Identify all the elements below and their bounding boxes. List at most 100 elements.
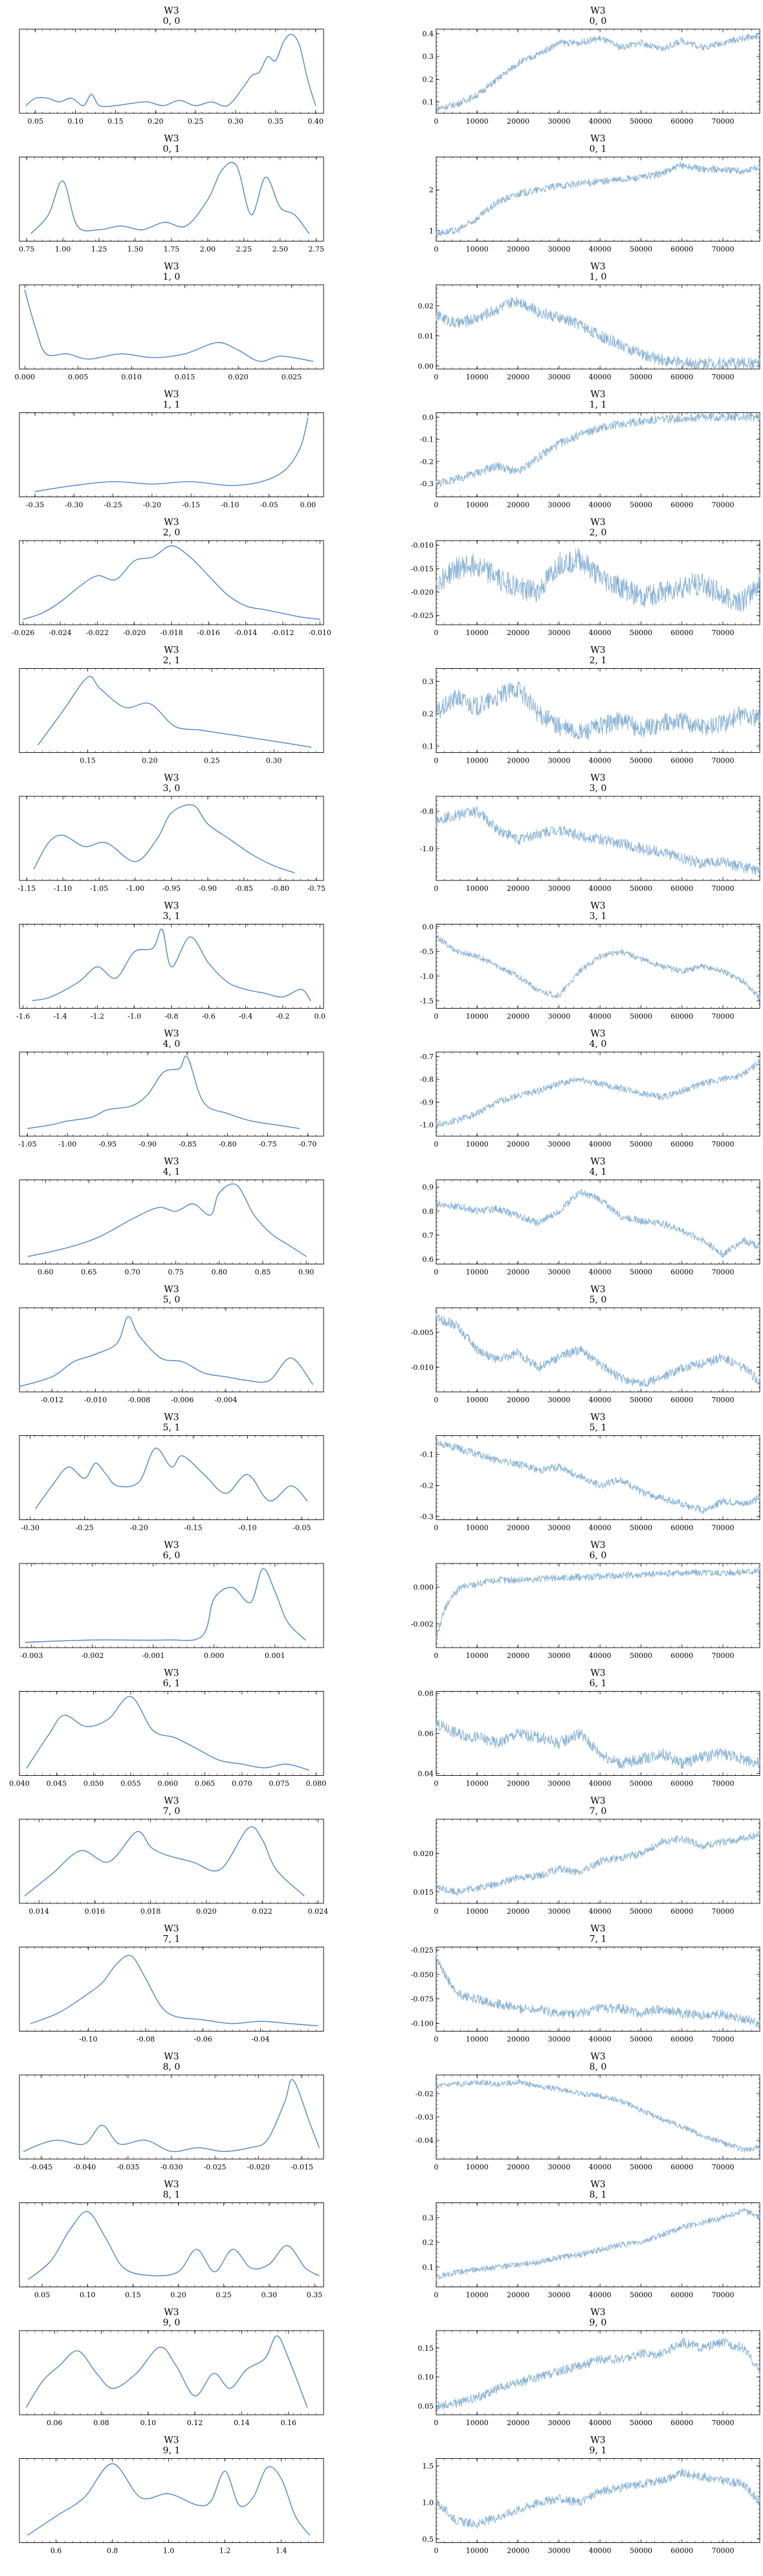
panel-subtitle: 9, 0 [590,2318,607,2328]
x-tick-label: 70000 [712,1396,735,1404]
x-tick-label: 0.016 [85,1907,105,1916]
x-tick-label: 0.15 [107,117,124,126]
x-tick-label: 0.20 [170,2291,186,2300]
x-tick-label: 0.70 [124,1268,140,1277]
x-tick-label: 10000 [466,1524,489,1532]
axes-frame [436,284,760,370]
y-tick-label: -0.02 [415,2090,434,2098]
x-tick-label: -0.012 [271,629,294,637]
x-tick-label: 40000 [589,1140,612,1148]
x-tick-label: 70000 [712,117,735,126]
x-tick-label: 1.0 [163,2547,175,2555]
x-tick-label: 20000 [507,1907,529,1916]
x-tick-label: 60000 [670,1013,693,1021]
x-tick-label: 60000 [670,1780,693,1788]
x-tick-label: 0.10 [67,117,83,126]
x-tick-label: 0.8 [107,2547,118,2555]
panel-subtitle: 2, 1 [590,656,607,666]
x-tick-label: 0 [434,117,439,126]
y-tick-label: -0.010 [411,1363,434,1372]
trace-series-line [436,1314,760,1387]
x-tick-label: 0.65 [81,1268,97,1277]
panel-title: W3 [590,645,605,656]
panel-subtitle: 8, 0 [590,2062,607,2072]
x-tick-label: -0.85 [235,884,253,893]
y-tick-label: -0.8 [420,807,434,816]
x-tick-label: 70000 [712,373,735,381]
x-tick-label: 0.6 [50,2547,62,2555]
x-tick-label: 0.060 [158,1780,179,1788]
panel-subtitle: 1, 1 [590,400,607,410]
axes-frame [19,157,324,241]
y-tick-label: 0.2 [423,710,434,719]
x-tick-label: 0 [434,245,439,254]
panel-subtitle: 5, 1 [590,1423,607,1433]
x-tick-label: 30000 [547,117,570,126]
x-tick-label: 60000 [670,1907,693,1916]
panel-2-1-kde: W32, 1 0.15 0.20 0.25 0.30 [19,645,324,765]
x-tick-label: 70000 [712,2035,735,2044]
x-tick-label: -0.70 [298,1140,316,1148]
x-tick-label: 0 [434,1268,439,1277]
kde-density-line [30,1954,318,2026]
x-tick-label: 50000 [630,1524,652,1532]
x-tick-label: -0.8 [164,1013,178,1021]
x-tick-label: -0.025 [204,2163,227,2171]
x-tick-label: -1.05 [90,884,108,893]
x-tick-label: 10000 [466,373,489,381]
x-tick-label: 0.15 [125,2291,141,2300]
x-tick-label: 0.40 [307,117,324,126]
x-tick-label: 50000 [630,1140,652,1148]
x-tick-label: -0.006 [171,1396,194,1404]
x-tick-label: 40000 [589,373,612,381]
x-tick-label: 2.50 [272,245,289,254]
panel-subtitle: 3, 1 [163,912,181,922]
panel-7-0-trace: W37, 0 0 10000 20000 30000 40000 50000 60000 700… [414,1796,760,1916]
y-tick-label: -0.5 [420,948,434,956]
x-tick-label: -0.20 [130,1524,148,1532]
x-tick-label: 70000 [712,1907,735,1916]
x-tick-label: 0.005 [68,373,89,381]
y-tick-label: -0.025 [411,612,434,620]
x-tick-label: 0.075 [269,1780,289,1788]
x-tick-label: -0.35 [26,501,44,510]
x-tick-label: 60000 [670,2291,693,2300]
x-tick-label: -0.06 [194,2035,212,2044]
x-tick-label: 0.020 [196,1907,217,1916]
panel-title: W3 [164,2436,179,2446]
x-tick-label: 70000 [712,884,735,893]
panel-6-1-trace: W36, 1 0 10000 20000 30000 40000 50000 60000 700… [418,1668,760,1788]
x-tick-label: 70000 [712,1652,735,1660]
x-tick-label: -0.002 [81,1652,104,1660]
x-tick-label: 60000 [670,1652,693,1660]
y-tick-label: -0.002 [411,1620,434,1628]
kde-density-line [38,676,312,748]
panel-subtitle: 9, 0 [163,2318,181,2328]
trace-series-line [436,1440,760,1514]
panel-subtitle: 0, 1 [163,144,181,155]
panel-title: W3 [590,134,605,144]
panel-4-1-trace: W34, 1 0 10000 20000 30000 40000 50000 60000 700… [423,1157,760,1277]
panel-title: W3 [164,2052,179,2062]
x-tick-label: -0.008 [127,1396,150,1404]
panel-title: W3 [590,262,605,272]
x-tick-label: 10000 [466,2035,489,2044]
panel-title: W3 [164,2307,179,2318]
panel-subtitle: 0, 1 [590,144,607,155]
x-tick-label: 40000 [589,1013,612,1021]
panel-5-1-kde: W35, 1 -0.30 -0.25 -0.20 -0.15 -0.10 -0.05 [19,1413,324,1532]
axes-frame [436,1691,760,1776]
y-tick-label: 0.015 [414,1888,434,1896]
x-tick-label: -0.30 [65,501,83,510]
x-tick-label: 10000 [466,629,489,637]
x-tick-label: 30000 [547,757,570,765]
x-tick-label: 0.10 [140,2419,157,2427]
x-tick-label: 10000 [466,757,489,765]
kde-density-line [27,1055,300,1129]
x-tick-label: -0.15 [184,1524,202,1532]
x-tick-label: 40000 [589,1524,612,1532]
x-tick-label: -0.08 [137,2035,155,2044]
x-tick-label: 70000 [712,1268,735,1277]
x-tick-label: -0.012 [41,1396,63,1404]
panel-5-0-kde: W35, 0 -0.012 -0.010 -0.008 -0.006 -0.004 [19,1284,324,1404]
